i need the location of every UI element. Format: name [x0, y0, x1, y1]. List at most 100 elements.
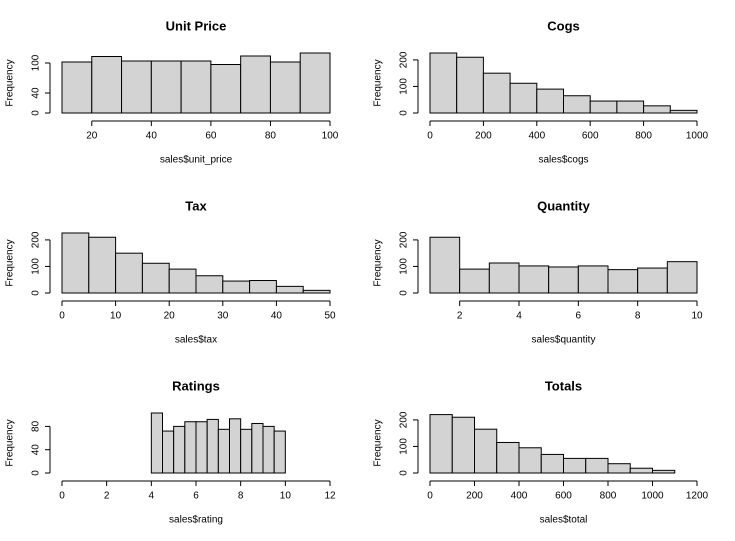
x-tick-label: 400 — [511, 491, 528, 502]
bar — [61, 232, 90, 294]
bar — [589, 100, 618, 114]
bar — [577, 265, 609, 294]
y-tick-label: 40 — [31, 444, 42, 456]
bar — [180, 60, 212, 114]
x-tick-label: 20 — [86, 131, 98, 142]
bar — [115, 252, 143, 294]
x-tick-label: 200 — [466, 491, 483, 502]
bar — [141, 262, 170, 294]
chart-title: Totals — [545, 378, 582, 393]
x-tick-label: 200 — [475, 131, 492, 142]
x-tick-label: 10 — [280, 491, 292, 502]
x-tick-label: 1000 — [686, 131, 709, 142]
bar — [637, 267, 668, 294]
x-tick-label: 6 — [193, 491, 199, 502]
y-tick-label: 0 — [31, 110, 42, 116]
bar — [121, 60, 152, 114]
bar — [173, 425, 186, 474]
x-tick-label: 80 — [265, 131, 277, 142]
bar — [459, 268, 490, 294]
y-tick-label: 0 — [399, 110, 410, 116]
x-tick-label: 40 — [271, 311, 283, 322]
x-axis-label: sales$total — [540, 515, 588, 526]
bar — [563, 95, 591, 114]
y-tick-label: 100 — [31, 258, 42, 275]
x-tick-label: 4 — [516, 311, 522, 322]
y-tick-label: 0 — [31, 470, 42, 476]
bar — [666, 261, 698, 294]
x-tick-label: 20 — [164, 311, 176, 322]
bar — [91, 56, 123, 114]
y-tick-label: 200 — [31, 231, 42, 248]
x-tick-label: 8 — [238, 491, 244, 502]
x-tick-label: 800 — [600, 491, 617, 502]
y-tick-label: 200 — [399, 411, 410, 428]
bar — [429, 52, 458, 114]
bar — [607, 269, 639, 294]
bar — [518, 447, 542, 474]
x-tick-label: 0 — [59, 311, 65, 322]
bar — [496, 441, 520, 474]
x-tick-label: 600 — [582, 131, 599, 142]
bar — [61, 61, 93, 114]
bar — [240, 428, 253, 474]
y-axis-label: Frequency — [5, 239, 16, 286]
bar — [429, 414, 453, 474]
chart-title: Tax — [185, 198, 207, 213]
x-tick-label: 1000 — [641, 491, 664, 502]
bar — [269, 61, 301, 114]
x-tick-label: 8 — [635, 311, 641, 322]
bar — [482, 72, 511, 114]
bar — [168, 268, 197, 294]
x-axis-label: sales$quantity — [532, 335, 596, 346]
x-axis-label: sales$rating — [169, 515, 223, 526]
y-tick-label: 200 — [399, 231, 410, 248]
bar — [548, 266, 579, 294]
bar — [150, 412, 163, 474]
bar — [669, 109, 698, 114]
bar — [302, 289, 331, 294]
chart-title: Ratings — [172, 378, 220, 393]
bar — [563, 457, 587, 474]
bar — [585, 457, 609, 474]
bar — [299, 52, 331, 114]
x-tick-label: 2 — [457, 311, 463, 322]
bar — [222, 280, 251, 294]
y-tick-label: 0 — [399, 470, 410, 476]
x-tick-label: 40 — [146, 131, 158, 142]
y-axis-label: Frequency — [373, 239, 384, 286]
bar — [273, 430, 286, 474]
bar — [643, 105, 671, 114]
bar — [518, 265, 550, 294]
bar — [509, 82, 538, 114]
y-tick-label: 200 — [399, 51, 410, 68]
x-axis-label: sales$tax — [175, 335, 217, 346]
bar — [195, 421, 208, 474]
bar — [474, 428, 498, 474]
y-axis-label: Frequency — [5, 59, 16, 106]
bar — [275, 285, 304, 294]
bar — [217, 428, 230, 474]
x-tick-label: 4 — [149, 491, 155, 502]
x-axis-label: sales$cogs — [538, 155, 588, 166]
x-tick-label: 100 — [322, 131, 339, 142]
x-tick-label: 10 — [110, 311, 122, 322]
x-axis-label: sales$unit_price — [160, 155, 233, 166]
x-tick-label: 10 — [691, 311, 703, 322]
y-tick-label: 100 — [31, 54, 42, 71]
bar — [652, 469, 676, 474]
y-tick-label: 40 — [31, 87, 42, 99]
x-tick-label: 12 — [324, 491, 336, 502]
bar — [229, 418, 242, 474]
x-tick-label: 6 — [576, 311, 582, 322]
x-tick-label: 400 — [528, 131, 545, 142]
y-tick-label: 100 — [399, 258, 410, 275]
bar — [150, 60, 182, 114]
bar — [195, 275, 224, 294]
y-tick-label: 0 — [31, 290, 42, 296]
y-axis-label: Frequency — [373, 419, 384, 466]
bar — [162, 430, 175, 474]
x-tick-label: 800 — [635, 131, 652, 142]
